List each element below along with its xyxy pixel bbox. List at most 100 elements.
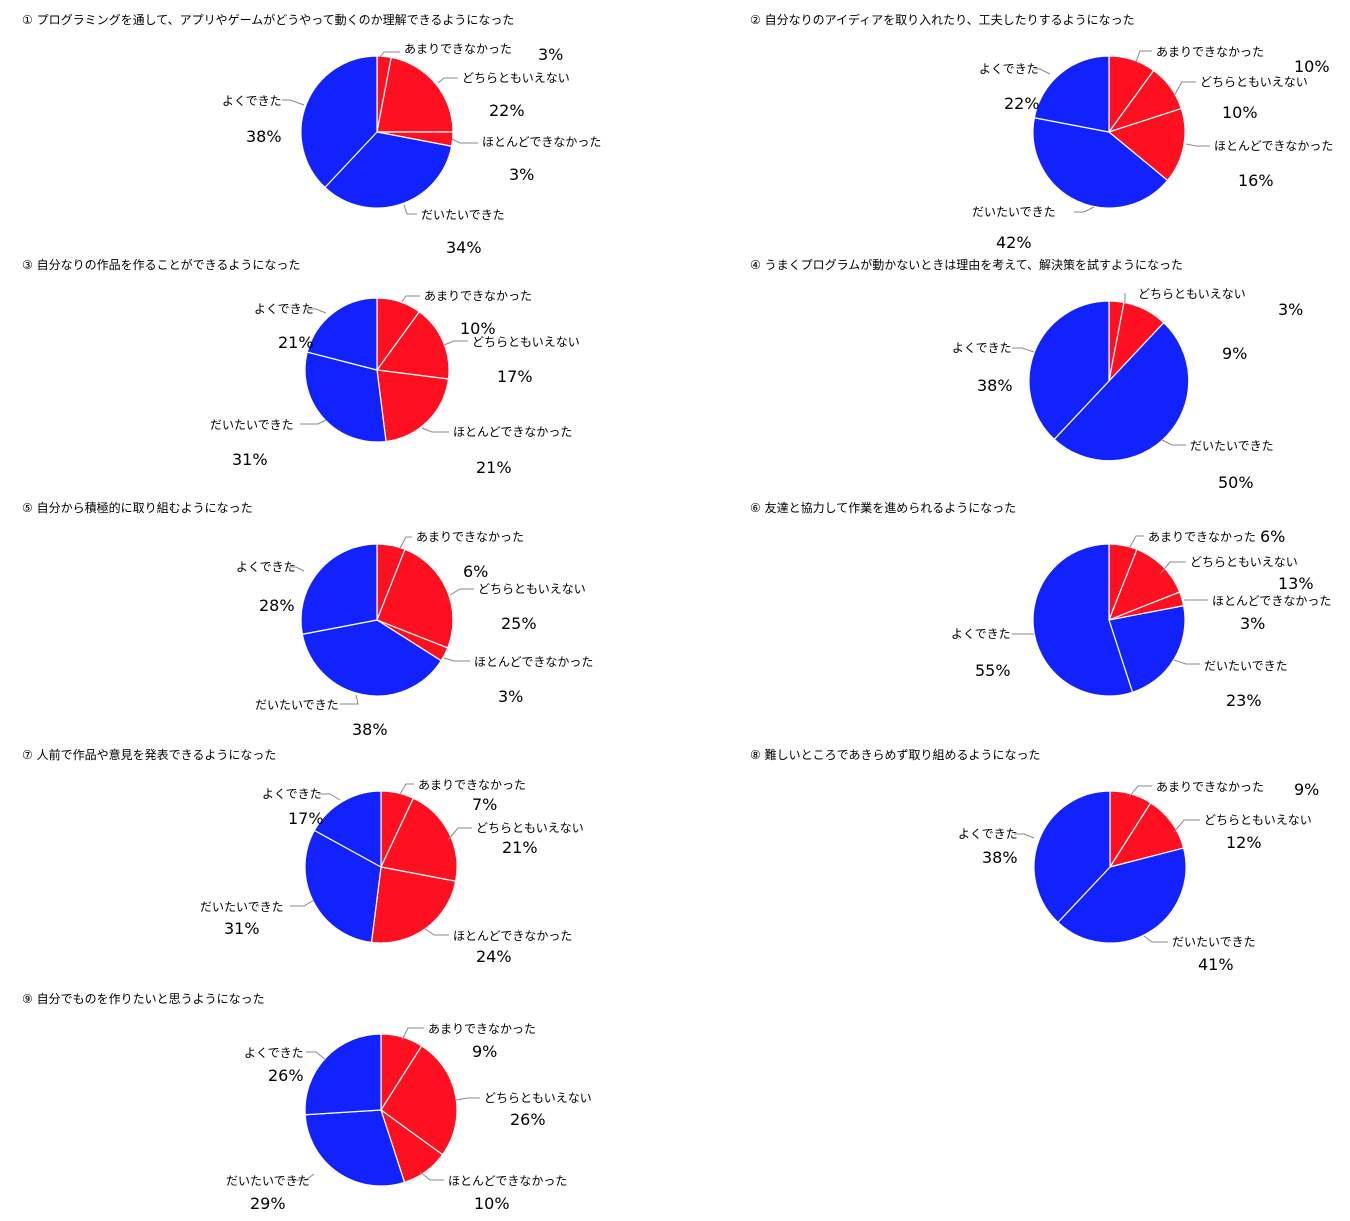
chart-title: ④ うまくプログラムが動かないときは理由を考えて、解決策を試すようになった [750, 257, 1183, 272]
slice-percent: 7% [472, 795, 497, 814]
slice-label: どちらともいえない [484, 1091, 592, 1105]
pie-slice [304, 1033, 382, 1116]
leader-line [419, 1171, 444, 1181]
slice-percent: 22% [489, 101, 525, 120]
slice-label: どちらともいえない [472, 335, 580, 349]
slice-percent: 6% [1260, 527, 1285, 546]
slice-label: あまりできなかった [418, 778, 526, 792]
pie-chart-1: ① プログラミングを通して、アプリやゲームがどうやって動くのか理解できるようにな… [22, 12, 601, 257]
leader-line [1185, 143, 1210, 147]
pie-slice [324, 131, 453, 209]
slice-percent: 25% [501, 614, 537, 633]
slice-percent: 9% [472, 1042, 497, 1061]
slice-label: どちらともいえない [1138, 287, 1246, 301]
leader-line [421, 427, 449, 433]
slice-label: ほとんどできなかった [1212, 594, 1331, 608]
pie-slice [300, 55, 378, 189]
pie-slice [1108, 605, 1186, 694]
leader-line [1034, 68, 1051, 75]
leader-line [1159, 561, 1186, 575]
slice-label: よくできた [979, 62, 1039, 76]
slice-label: よくできた [222, 94, 282, 108]
leader-line [282, 99, 305, 106]
slice-label: よくできた [951, 627, 1011, 641]
pie-slice [380, 797, 458, 882]
slice-percent: 31% [232, 450, 268, 469]
chart-title: ③ 自分なりの作品を作ることができるようになった [22, 257, 300, 272]
leader-line [451, 138, 478, 144]
slice-percent: 38% [977, 376, 1013, 395]
pie-slice [1032, 543, 1134, 697]
slice-percent: 3% [498, 687, 523, 706]
leader-line [447, 827, 472, 841]
slice-percent: 17% [288, 809, 324, 828]
leader-line [1014, 833, 1035, 839]
pie-slice [1053, 321, 1190, 462]
leader-line [379, 51, 400, 58]
leader-line [423, 927, 449, 936]
slice-percent: 22% [1004, 94, 1040, 113]
slice-percent: 34% [446, 238, 482, 257]
pie-slice [313, 790, 382, 869]
slice-label: どちらともいえない [462, 71, 570, 85]
leader-line [399, 536, 412, 549]
chart-title: ⑧ 難しいところであきらめず取り組めるようになった [750, 747, 1040, 762]
slice-percent: 21% [502, 838, 538, 857]
slice-percent: 10% [1294, 57, 1330, 76]
pie-slice [304, 351, 387, 443]
slice-label: だいたいできた [1204, 659, 1288, 673]
pie-slice [301, 619, 442, 697]
leader-line [443, 340, 468, 346]
leader-line [401, 1027, 424, 1041]
slice-label: どちらともいえない [1190, 555, 1298, 569]
pie-slice [1057, 847, 1187, 944]
leader-line [443, 657, 470, 662]
pie-slice [375, 310, 450, 380]
slice-label: どちらともいえない [476, 821, 584, 835]
slice-label: あまりできなかった [404, 42, 512, 56]
pie-slice [1107, 548, 1181, 622]
slice-label: だいたいできた [210, 418, 294, 432]
leader-line [1129, 785, 1152, 797]
leader-line [403, 204, 417, 215]
leader-line [306, 1051, 327, 1061]
leader-line [286, 566, 305, 572]
slice-percent: 16% [1238, 171, 1274, 190]
chart-title: ⑥ 友達と協力して作業を進められるようになった [750, 500, 1016, 515]
slice-label: だいたいできた [1190, 439, 1274, 453]
slice-label: ほとんどできなかった [453, 929, 572, 943]
slice-percent: 28% [259, 596, 295, 615]
slice-percent: 3% [1240, 614, 1265, 633]
leader-line [1173, 659, 1200, 665]
pie-slice [304, 1109, 406, 1187]
leader-line [340, 694, 359, 705]
slice-label: だいたいできた [255, 698, 339, 712]
pie-slice [1028, 300, 1110, 441]
slice-percent: 17% [497, 367, 533, 386]
pie-slice [300, 543, 378, 635]
slice-label: どちらともいえない [1204, 813, 1312, 827]
slice-percent: 38% [246, 127, 282, 146]
leader-line [1074, 206, 1095, 213]
leader-line [449, 588, 474, 596]
leader-line [455, 1097, 480, 1101]
slice-label: どちらともいえない [478, 582, 586, 596]
slice-label: あまりできなかった [416, 530, 524, 544]
slice-label: よくできた [952, 341, 1012, 355]
leader-line [1173, 81, 1196, 97]
slice-percent: 50% [1218, 473, 1254, 492]
leader-line [401, 295, 420, 303]
slice-label: よくできた [254, 302, 314, 316]
leader-line [306, 308, 327, 314]
slice-percent: 10% [1222, 103, 1258, 122]
chart-title: ② 自分なりのアイディアを取り入れたり、工夫したりするようになった [750, 12, 1135, 27]
slice-label: だいたいできた [200, 900, 284, 914]
slice-label: ほとんどできなかった [474, 655, 593, 669]
slice-percent: 38% [982, 848, 1018, 867]
slice-label: だいたいできた [421, 208, 505, 222]
slice-percent: 38% [352, 720, 388, 739]
